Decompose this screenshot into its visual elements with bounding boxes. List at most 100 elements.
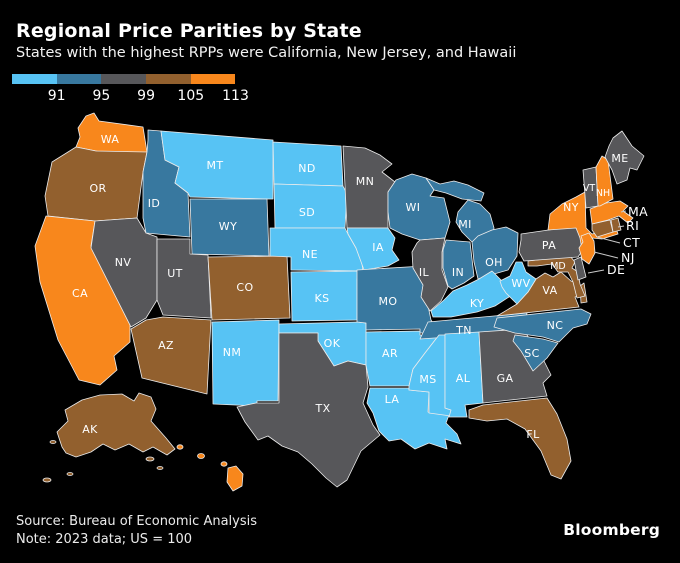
- legend-tick-95: 95: [92, 88, 111, 104]
- callout-label-RI: RI: [626, 218, 639, 233]
- state-DE: [573, 256, 587, 281]
- state-label-KS: KS: [315, 292, 330, 305]
- state-OH: [471, 226, 519, 280]
- bloomberg-logo: Bloomberg: [563, 521, 660, 539]
- callout-line-MA: [620, 210, 627, 213]
- state-NM: [211, 319, 280, 407]
- legend-tick-113: 113: [222, 88, 249, 104]
- legend-swatch-2: [101, 74, 147, 84]
- chart-subtitle: States with the highest RPPs were Califo…: [16, 45, 517, 61]
- callout-label-NJ: NJ: [621, 250, 635, 265]
- state-label-WY: WY: [219, 220, 237, 233]
- state-label-WI: WI: [406, 201, 421, 214]
- state-label-MN: MN: [356, 175, 375, 188]
- state-FL: [468, 397, 572, 480]
- state-label-IA: IA: [372, 241, 384, 254]
- state-label-PA: PA: [542, 239, 556, 252]
- state-label-UT: UT: [167, 267, 183, 280]
- state-label-MT: MT: [206, 159, 223, 172]
- state-label-OH: OH: [485, 256, 503, 269]
- state-label-NE: NE: [302, 248, 318, 261]
- state-label-SD: SD: [299, 206, 315, 219]
- state-AZ: [130, 316, 212, 395]
- state-AK-island: [49, 440, 57, 444]
- chart-title: Regional Price Parities by State: [16, 20, 362, 42]
- state-NH: [595, 155, 614, 207]
- state-label-NC: NC: [547, 319, 564, 332]
- state-label-OR: OR: [89, 182, 106, 195]
- state-label-LA: LA: [385, 393, 400, 406]
- state-label-AZ: AZ: [158, 339, 174, 352]
- state-label-ME: ME: [611, 152, 628, 165]
- data-note: Note: 2023 data; US = 100: [16, 531, 193, 547]
- callout-line-DE: [587, 269, 605, 274]
- state-label-NY: NY: [563, 201, 579, 214]
- state-label-CO: CO: [236, 281, 253, 294]
- state-label-SC: SC: [524, 347, 539, 360]
- state-TX: [236, 332, 381, 488]
- state-HI-island: [220, 461, 228, 467]
- callout-label-DE: DE: [607, 262, 625, 277]
- source-note: Source: Bureau of Economic Analysis: [16, 514, 258, 529]
- legend: 91 95 99 105 113: [12, 74, 252, 108]
- state-AK-island: [66, 472, 74, 476]
- callout-line-NJ: [593, 251, 619, 259]
- state-HI-island: [176, 444, 184, 450]
- state-ME: [604, 130, 645, 185]
- state-IN: [442, 239, 475, 290]
- state-label-AK: AK: [82, 423, 98, 436]
- legend-swatch-3: [146, 74, 191, 84]
- state-label-GA: GA: [497, 372, 514, 385]
- state-label-AR: AR: [382, 347, 398, 360]
- state-CO: [207, 255, 291, 321]
- state-label-ID: ID: [148, 197, 161, 210]
- state-AK-island: [42, 477, 52, 483]
- state-NE: [269, 227, 364, 272]
- state-label-VA: VA: [542, 284, 557, 297]
- state-CT: [591, 219, 614, 238]
- state-OR: [44, 146, 148, 222]
- state-label-FL: FL: [526, 428, 540, 441]
- state-label-NH: NH: [596, 188, 610, 199]
- state-label-OK: OK: [324, 337, 341, 350]
- state-label-AL: AL: [456, 372, 471, 385]
- state-IA: [346, 227, 400, 271]
- state-label-NV: NV: [115, 256, 132, 269]
- state-WV: [499, 261, 537, 305]
- state-MI: [425, 177, 485, 202]
- footer-notes: Source: Bureau of Economic Analysis Note…: [16, 513, 257, 548]
- state-NJ: [578, 232, 596, 265]
- state-AK: [56, 392, 176, 458]
- callout-line-CT: [596, 236, 621, 244]
- state-AK-island: [145, 456, 155, 462]
- state-label-CA: CA: [72, 287, 88, 300]
- state-NC: [493, 308, 592, 343]
- callout-line-RI: [617, 225, 625, 228]
- state-label-MD: MD: [550, 261, 566, 272]
- state-AK-island: [156, 466, 164, 470]
- legend-bar: [12, 74, 236, 84]
- callout-label-MA: MA: [628, 204, 648, 219]
- legend-tick-91: 91: [47, 88, 66, 104]
- state-label-VT: VT: [583, 183, 595, 194]
- state-MD: [527, 255, 586, 299]
- state-HI: [226, 465, 244, 492]
- state-HI-island: [197, 453, 205, 459]
- state-label-NM: NM: [223, 346, 242, 359]
- legend-swatch-0: [12, 74, 57, 84]
- state-label-MS: MS: [419, 373, 436, 386]
- state-IL: [411, 237, 449, 312]
- state-MA: [589, 200, 634, 225]
- state-label-ND: ND: [298, 162, 316, 175]
- state-label-KY: KY: [470, 297, 484, 310]
- state-label-WV: WV: [511, 277, 530, 290]
- legend-swatch-4: [190, 74, 236, 84]
- state-label-MI: MI: [458, 218, 472, 231]
- state-MT: [160, 130, 274, 200]
- state-label-MO: MO: [379, 295, 398, 308]
- legend-tick-99: 99: [137, 88, 156, 104]
- state-label-TX: TX: [314, 402, 330, 415]
- callout-label-CT: CT: [623, 235, 640, 250]
